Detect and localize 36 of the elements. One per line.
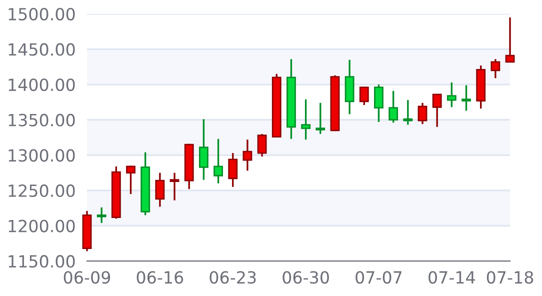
candlestick	[126, 164, 136, 195]
candlestick	[446, 82, 456, 108]
x-tick-label: 07-07	[356, 271, 402, 284]
candlestick	[432, 94, 442, 128]
x-tick-label: 07-18	[486, 271, 534, 284]
candlestick	[155, 172, 165, 208]
x-tick-label: 06-30	[282, 271, 329, 284]
candlestick	[198, 118, 208, 181]
y-tick-label: 1300.00	[8, 149, 75, 162]
candlestick	[316, 102, 326, 135]
y-tick-label: 1200.00	[8, 220, 75, 232]
y-tick-label: 1450.00	[8, 43, 75, 56]
candlestick	[403, 99, 413, 126]
candlestick	[257, 133, 267, 158]
candlestick	[228, 152, 238, 188]
candlestick	[214, 138, 223, 184]
candlestick	[490, 58, 500, 80]
x-tick-label: 06-16	[136, 271, 184, 284]
candlestick	[301, 98, 311, 140]
candlestick	[242, 138, 252, 172]
candlestick	[96, 206, 106, 224]
candlestick	[359, 86, 369, 106]
x-tick-label: 07-14	[428, 271, 475, 284]
y-tick-label: 1250.00	[8, 184, 75, 198]
y-tick-label: 1350.00	[8, 114, 75, 126]
y-tick-label: 1150.00	[8, 255, 75, 268]
candlestick	[170, 172, 180, 202]
x-tick-label: 06-09	[64, 271, 110, 284]
candlestick	[462, 84, 471, 112]
candlestick	[505, 16, 515, 63]
candlestick	[388, 90, 398, 124]
candlestick	[418, 102, 428, 125]
x-tick-label: 06-23	[210, 271, 256, 284]
candlestick	[374, 84, 384, 123]
y-tick-label: 1400.00	[8, 78, 75, 92]
y-tick-label: 1500.00	[8, 8, 75, 20]
